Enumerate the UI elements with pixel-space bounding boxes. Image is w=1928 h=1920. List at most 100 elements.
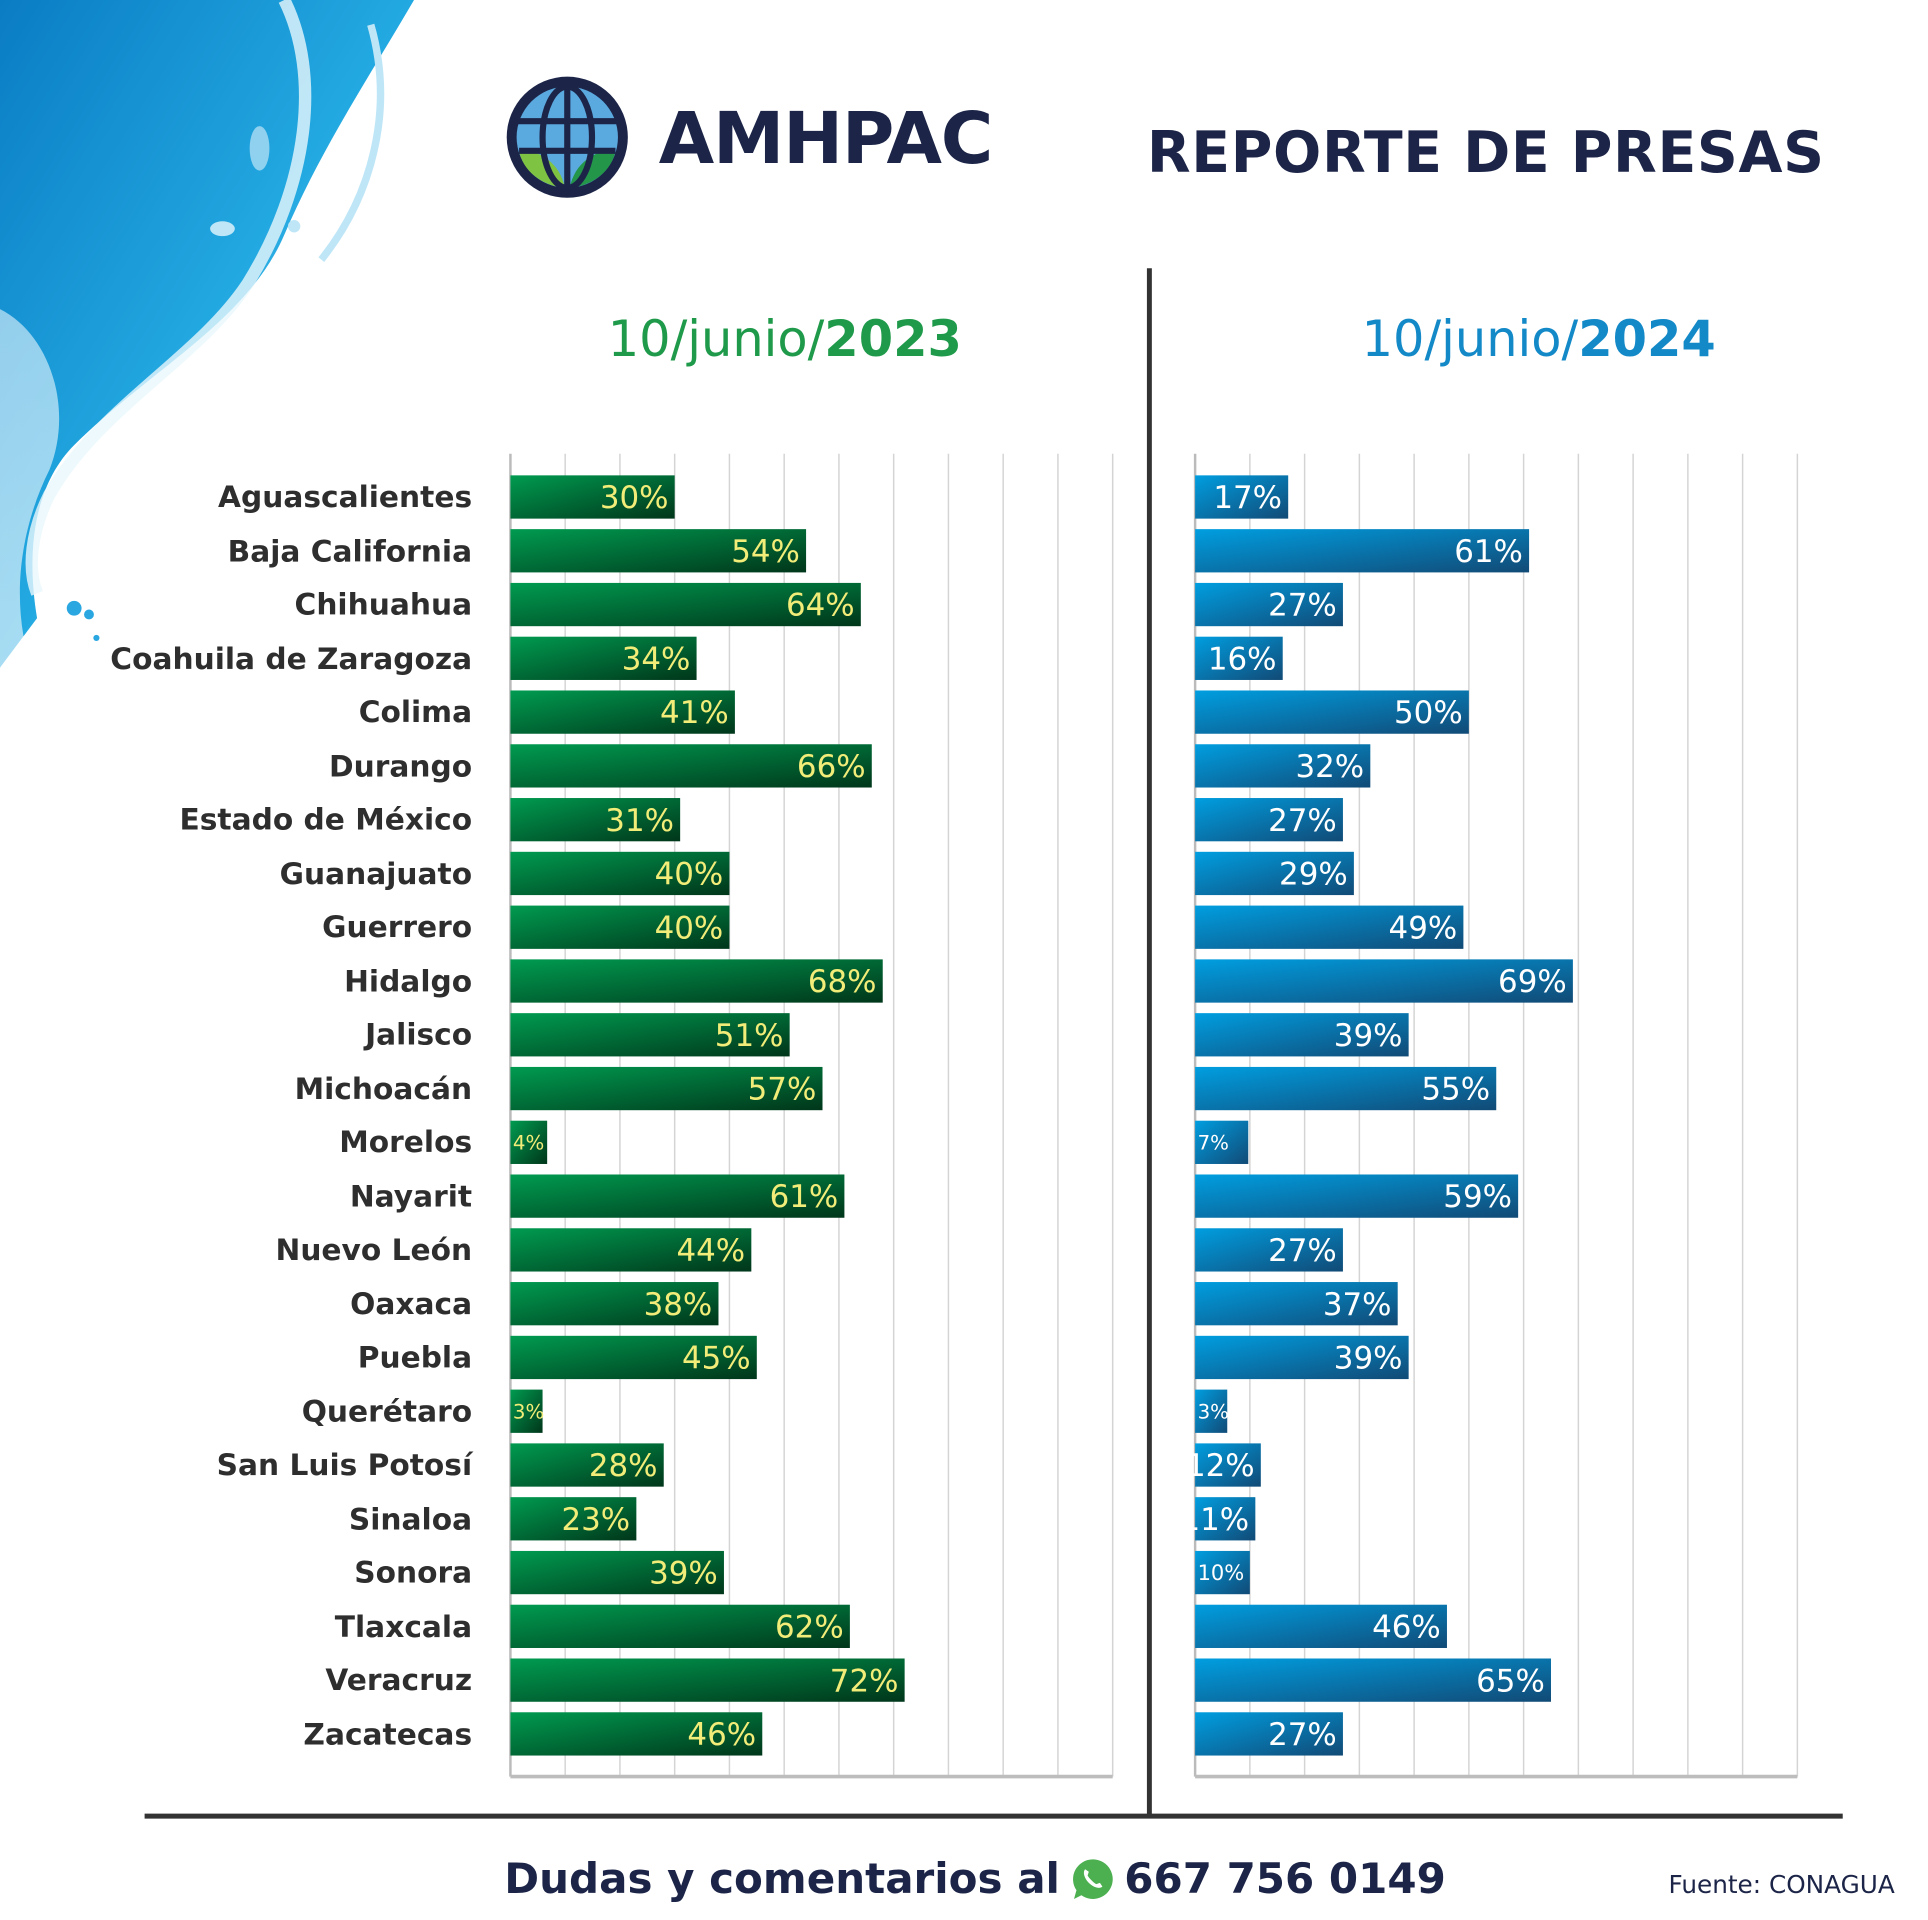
data-label: 27% <box>1268 1233 1337 1269</box>
bar-2023-22 <box>510 1658 905 1702</box>
data-source: Fuente: CONAGUA <box>1668 1869 1895 1899</box>
category-label: Durango <box>329 748 473 784</box>
bar-2023-1 <box>510 529 807 573</box>
bar-2024-19 <box>1195 1497 1256 1541</box>
data-label: 23% <box>562 1502 631 1538</box>
date-prefix: 10/junio/ <box>1361 311 1579 369</box>
bar-2023-4 <box>510 690 735 734</box>
data-label: 68% <box>808 964 877 1000</box>
bar-2024-15 <box>1195 1282 1398 1326</box>
category-label: Colima <box>358 694 473 730</box>
data-label: 3% <box>1198 1401 1229 1424</box>
bar-2023-15 <box>510 1282 719 1326</box>
bar-2024-4 <box>1195 690 1469 734</box>
data-label: 61% <box>1454 534 1523 570</box>
data-label: 49% <box>1389 910 1458 946</box>
data-label: 65% <box>1476 1663 1545 1699</box>
data-label: 28% <box>589 1448 658 1484</box>
data-label: 38% <box>644 1287 713 1323</box>
bar-2024-7 <box>1195 851 1354 896</box>
bar-2023-6 <box>510 798 681 842</box>
data-label: 50% <box>1394 695 1463 731</box>
bar-2024-5 <box>1195 744 1371 788</box>
bar-2024-14 <box>1195 1228 1343 1272</box>
bar-2023-11 <box>510 1066 823 1111</box>
data-label: 16% <box>1208 641 1277 677</box>
data-label: 62% <box>775 1609 844 1645</box>
bar-2023-17 <box>510 1389 543 1433</box>
bar-2023-0 <box>510 475 675 519</box>
bar-2023-21 <box>510 1604 850 1648</box>
data-label: 41% <box>660 695 729 731</box>
bar-2023-23 <box>510 1712 763 1756</box>
bar-2024-21 <box>1195 1604 1447 1648</box>
bar-2024-8 <box>1195 905 1464 949</box>
amhpac-globe-logo <box>506 76 628 198</box>
data-label: 27% <box>1268 588 1337 624</box>
bar-2024-9 <box>1195 959 1573 1003</box>
data-label: 30% <box>600 480 669 516</box>
bar-2023-10 <box>510 1013 790 1057</box>
data-label: 17% <box>1213 480 1282 516</box>
category-label: Coahuila de Zaragoza <box>110 641 473 676</box>
data-label: 4% <box>513 1132 544 1155</box>
bar-2024-12 <box>1195 1120 1249 1164</box>
bar-2024-6 <box>1195 798 1343 842</box>
bar-2024-16 <box>1195 1335 1409 1380</box>
data-label: 29% <box>1279 857 1348 893</box>
data-label: 12% <box>1186 1448 1255 1484</box>
bar-2023-12 <box>510 1120 548 1164</box>
bar-2023-13 <box>510 1174 845 1218</box>
category-label: Guerrero <box>322 909 473 945</box>
bar-2024-17 <box>1195 1389 1228 1433</box>
bar-2024-22 <box>1195 1658 1551 1702</box>
data-label: 7% <box>1198 1132 1229 1155</box>
data-label: 57% <box>748 1072 817 1108</box>
category-label: Oaxaca <box>350 1286 473 1321</box>
chart-title-2023: 10/junio/2023 <box>525 312 1044 369</box>
data-label: 32% <box>1295 749 1364 785</box>
data-label: 64% <box>786 588 855 624</box>
category-label: Chihuahua <box>294 587 473 622</box>
data-label: 45% <box>682 1341 751 1377</box>
data-label: 27% <box>1268 803 1337 839</box>
bar-2024-13 <box>1195 1174 1519 1218</box>
data-label: 54% <box>731 534 800 570</box>
bar-2024-11 <box>1195 1066 1497 1111</box>
category-label: Veracruz <box>325 1662 473 1698</box>
bar-2024-10 <box>1195 1013 1409 1057</box>
data-label: 10% <box>1198 1560 1245 1585</box>
report-title: REPORTE DE PRESAS <box>1146 118 1825 186</box>
category-label: San Luis Potosí <box>216 1447 473 1483</box>
category-label: Puebla <box>357 1340 473 1375</box>
data-label: 61% <box>770 1179 839 1215</box>
bar-2024-23 <box>1195 1712 1343 1756</box>
date-prefix: 10/junio/ <box>607 311 825 369</box>
data-label: 69% <box>1498 964 1567 1000</box>
category-label: Sonora <box>354 1555 473 1590</box>
category-label: Nuevo León <box>275 1232 473 1268</box>
bar-2023-7 <box>510 851 730 896</box>
bar-2023-14 <box>510 1228 752 1272</box>
category-label: Guanajuato <box>279 856 473 891</box>
bar-2023-18 <box>510 1443 664 1487</box>
bar-2023-16 <box>510 1335 757 1380</box>
chart-title-2024: 10/junio/2024 <box>1279 312 1798 369</box>
date-year: 2024 <box>1578 311 1716 369</box>
contact-text: Dudas y comentarios al <box>504 1854 1060 1904</box>
bar-2023-9 <box>510 959 883 1003</box>
data-label: 44% <box>676 1233 745 1269</box>
category-label: Zacatecas <box>303 1716 473 1752</box>
date-year: 2023 <box>824 311 962 369</box>
data-label: 37% <box>1323 1287 1392 1323</box>
bar-2023-8 <box>510 905 730 949</box>
bar-2024-2 <box>1195 582 1343 627</box>
bar-2023-19 <box>510 1497 637 1541</box>
whatsapp-icon <box>1072 1859 1113 1899</box>
bar-2023-20 <box>510 1550 724 1595</box>
phone-number[interactable]: 667 756 0149 <box>1124 1854 1446 1904</box>
bar-2023-3 <box>510 636 697 680</box>
data-label: 46% <box>687 1717 756 1753</box>
data-label: 51% <box>715 1018 784 1054</box>
data-label: 39% <box>649 1556 718 1592</box>
